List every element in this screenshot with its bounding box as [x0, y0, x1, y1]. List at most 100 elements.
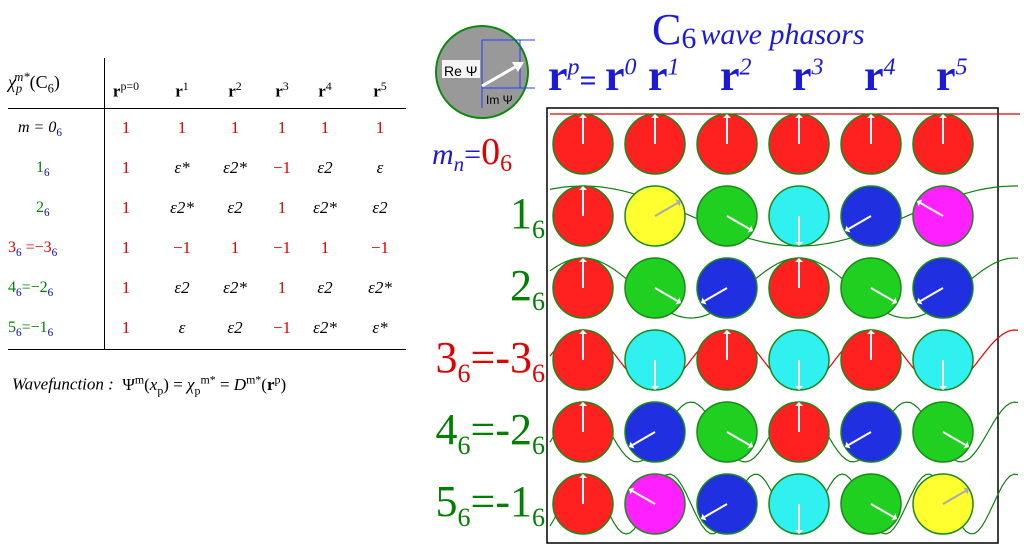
phasor-row-label: 26: [510, 261, 545, 316]
table-cell: ε2*: [368, 278, 392, 297]
phasor-row-label: 56=-16: [435, 477, 545, 532]
phasor-arrowhead: [963, 487, 969, 495]
table-cell: ε2*: [223, 158, 247, 177]
phasor-arrowhead: [579, 186, 587, 190]
table-cell: ε2*: [313, 318, 337, 337]
table-cell: 1: [121, 158, 131, 177]
table-cell: ε2*: [313, 198, 337, 217]
table-cell: ε2*: [223, 278, 247, 297]
phasor-arrow: [919, 202, 944, 217]
table-header-cell: r1: [175, 79, 189, 101]
table-cell: 1: [277, 198, 287, 217]
phasor-arrowhead: [701, 297, 707, 305]
table-header-cell: r2: [228, 79, 242, 101]
phasor-grid-frame: [546, 107, 999, 544]
table-cell: 1: [320, 118, 330, 137]
table-cell: ε2: [227, 318, 243, 337]
phasor-arrowhead: [795, 386, 803, 390]
phasor-arrowhead: [963, 441, 969, 449]
column-header-r5: r5: [936, 51, 968, 100]
phasor-arrowhead: [629, 441, 635, 449]
table-cell: 1: [121, 198, 131, 217]
phasor-diagram: Re Ψ Im Ψ: [435, 25, 1020, 544]
table-corner-label: χpm*(C6): [8, 70, 60, 96]
phasor-arrowhead: [795, 530, 803, 534]
column-header-r4: r4: [864, 51, 896, 100]
table-cell: ε*: [372, 318, 388, 337]
table-header-cell: r4: [318, 79, 332, 101]
phasor-arrowhead: [795, 402, 803, 406]
table-cell: 1: [230, 238, 240, 257]
phasor-arrowhead: [867, 114, 875, 118]
phasor-arrowhead: [579, 402, 587, 406]
wavefunction-formula: Wavefunction : Ψm(xp) = χpm* = Dm*(rp): [12, 372, 287, 398]
phasor-arrow: [942, 490, 967, 505]
character-table: χpm*(C6) rp=0 r1 r2 r3 r4 r5 m = 06 1 1 1 1 1 1 16 1 ε…: [8, 58, 406, 350]
table-cell: 1: [277, 118, 287, 137]
diagram-title: C6 wave phasors: [652, 5, 865, 56]
phasor-arrowhead: [845, 441, 851, 449]
table-cell: ε: [178, 318, 186, 337]
column-header-r0: r0: [605, 51, 637, 100]
phasor-arrowhead: [675, 297, 681, 305]
mn-label: mn=06: [432, 131, 513, 177]
table-cell: ε2: [317, 278, 333, 297]
phasor-arrowhead: [723, 114, 731, 118]
phasor-arrowhead: [867, 330, 875, 334]
column-header-prefix: rp=: [548, 51, 597, 100]
phasor-arrowhead: [891, 513, 897, 521]
table-row-label: 36 =−36: [8, 239, 58, 260]
table-cell: −1: [272, 318, 292, 337]
table-cell: ε2: [227, 198, 243, 217]
table-cell: ε2: [372, 198, 388, 217]
phasor-arrowhead: [845, 225, 851, 233]
phasor-arrow: [654, 202, 679, 217]
table-bottom-border: [8, 349, 406, 350]
phasor-row-label: 16: [510, 189, 545, 244]
table-cell: 1: [121, 318, 131, 337]
table-cell: −1: [272, 238, 292, 257]
table-cell: −1: [370, 238, 390, 257]
table-row-label: 56=−16: [8, 319, 54, 340]
phasor-arrow: [726, 431, 751, 446]
phasor-arrowhead: [579, 330, 587, 334]
phasor-arrowhead: [579, 258, 587, 262]
phasor-grid: [552, 113, 974, 535]
phasor-arrow: [631, 431, 656, 446]
phasor-arrowhead: [795, 242, 803, 246]
table-cell: 1: [375, 118, 385, 137]
phasor-arrowhead: [629, 487, 635, 495]
phasor-arrowhead: [891, 297, 897, 305]
phasor-arrow: [847, 431, 872, 446]
phasor-arrowhead: [651, 114, 659, 118]
wave-curves: [549, 113, 1020, 535]
column-header-r2: r2: [720, 51, 752, 100]
table-header-cell: r5: [373, 79, 387, 101]
table-cell: ε2*: [170, 198, 194, 217]
phasor-arrow: [870, 287, 895, 302]
table-row-label: 16: [36, 159, 50, 180]
phasor-arrowhead: [795, 258, 803, 262]
table-cell: 1: [320, 238, 330, 257]
phasor-arrowhead: [579, 114, 587, 118]
phasor-arrowhead: [917, 199, 923, 207]
table-cell: −1: [272, 158, 292, 177]
phasor-row-label: 46=-26: [435, 405, 545, 460]
legend-im-label: Im Ψ: [486, 93, 513, 107]
table-cell: 1: [277, 278, 287, 297]
table-cell: 1: [177, 118, 187, 137]
phasor-arrowhead: [939, 386, 947, 390]
phasor-row-label: 36=-36: [435, 333, 545, 388]
phasor-arrowhead: [651, 386, 659, 390]
phasor-arrow: [942, 431, 967, 446]
phasor-arrowhead: [747, 225, 753, 233]
phasor-arrowhead: [723, 330, 731, 334]
phasor-arrow: [703, 503, 728, 518]
phasor-arrowhead: [939, 114, 947, 118]
table-cell: ε: [376, 158, 384, 177]
phasor-arrowhead: [747, 441, 753, 449]
table-header-cell: rp=0: [112, 79, 140, 101]
table-row-label: m = 06: [18, 119, 62, 140]
phasor-arrow: [726, 215, 751, 230]
phasor-arrowhead: [795, 114, 803, 118]
